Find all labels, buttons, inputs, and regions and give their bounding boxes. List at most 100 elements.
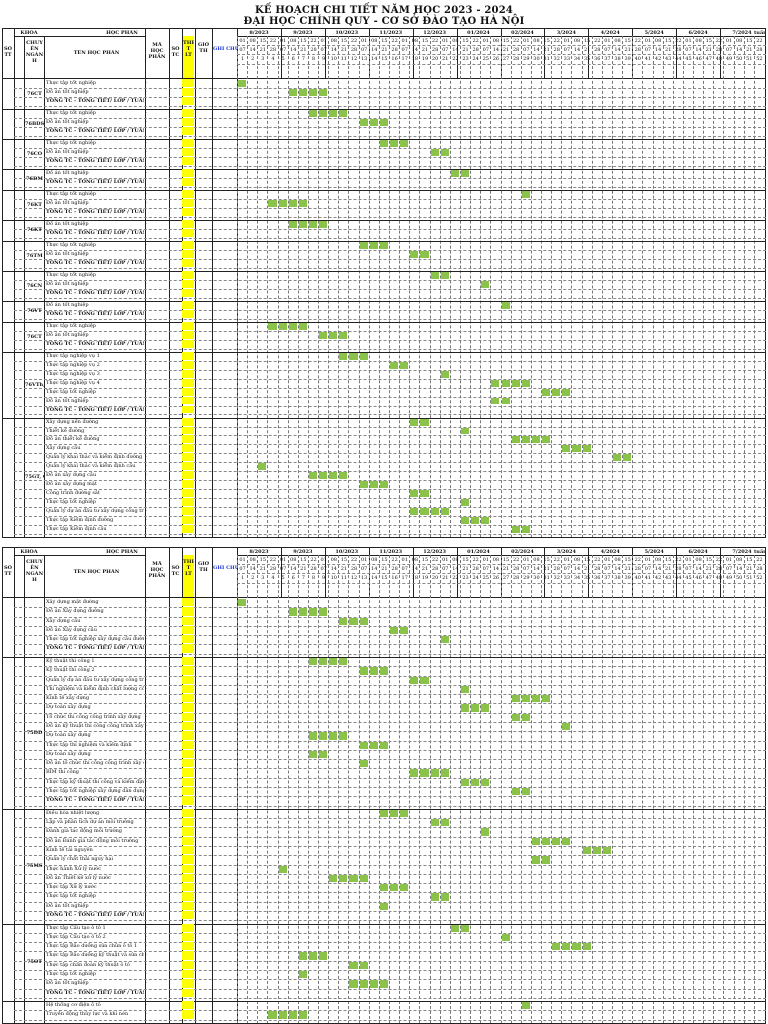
- week-end-day: 14: [330, 47, 337, 53]
- schedule-week-marker: [420, 250, 429, 258]
- row-divider: [14, 731, 766, 733]
- row-divider: [14, 970, 766, 972]
- header-week-line: [237, 564, 766, 565]
- week-end-day: 28: [675, 47, 682, 53]
- header-tuan: tuần: [754, 549, 765, 555]
- schedule-week-marker: [308, 750, 318, 759]
- schedule-week-marker: [308, 657, 318, 666]
- week-divider: [490, 555, 492, 1024]
- week-start-day: 15: [502, 38, 510, 44]
- lt-highlight: [182, 219, 194, 228]
- schedule-week-marker: [511, 695, 520, 703]
- course-code-mark: ·: [146, 88, 148, 95]
- header-so-tt: SỐ TT: [4, 565, 12, 577]
- week-number: 21: [442, 56, 449, 62]
- week-end-day: 07: [401, 566, 408, 572]
- week-divider: [287, 36, 289, 538]
- week-start-day: 01: [482, 557, 489, 563]
- week-start-day: 01: [239, 557, 246, 563]
- week-start-day: 22: [756, 557, 763, 563]
- lt-highlight: [182, 808, 194, 818]
- header-lt-highlight: [182, 36, 194, 78]
- lt-highlight: [182, 607, 194, 616]
- course-code-mark: ·: [146, 837, 148, 844]
- week-number: 32: [553, 56, 560, 62]
- row-divider: [14, 444, 766, 446]
- week-divider: [510, 36, 512, 538]
- lt-highlight: [182, 901, 194, 911]
- lt-highlight: [182, 883, 194, 892]
- course-code-mark: ·: [146, 525, 148, 532]
- table-border-right: [765, 28, 766, 538]
- header-week-line: [237, 54, 766, 55]
- lt-highlight: [182, 932, 194, 942]
- schedule-week-marker: [339, 874, 348, 883]
- week-start-day: 08: [695, 38, 702, 44]
- week-number: 12: [350, 575, 358, 581]
- week-start-day: 08: [573, 557, 581, 563]
- schedule-week-marker: [349, 961, 358, 970]
- course-name: Thực tập nghiệp vụ 4: [46, 379, 100, 386]
- month-divider: [456, 547, 458, 597]
- course-name: Xây dựng mặt đường: [46, 599, 99, 605]
- schedule-week-marker: [379, 241, 388, 249]
- schedule-week-marker: [430, 769, 439, 777]
- week-number: 52: [756, 575, 763, 581]
- schedule-week-marker: [440, 508, 449, 515]
- week-number: 30: [533, 56, 540, 62]
- week-number: 13: [360, 575, 368, 581]
- lt-highlight: [182, 177, 194, 186]
- week-start-day: 22: [513, 38, 520, 44]
- week-number: 35: [583, 575, 591, 581]
- week-divider: [459, 555, 461, 1024]
- course-code-mark: ·: [146, 704, 148, 711]
- row-divider: [14, 207, 766, 209]
- week-start-day: 15: [340, 557, 348, 563]
- lt-highlight: [182, 279, 194, 288]
- column-divider: [195, 28, 196, 538]
- week-start-day: 01: [604, 557, 611, 563]
- week-divider: [409, 555, 411, 1024]
- course-code-mark: ·: [146, 788, 148, 795]
- row-divider: [14, 712, 766, 714]
- week-number: 3: [261, 575, 265, 581]
- week-start-day: 15: [300, 557, 307, 563]
- week-divider: [753, 555, 755, 1024]
- course-name: Thực tập tốt nghiệp: [46, 139, 97, 146]
- schedule-week-marker: [319, 109, 328, 117]
- course-name: Đồ án tốt nghiệp: [46, 118, 89, 125]
- course-code-mark: ·: [146, 971, 148, 978]
- week-end-day: 14: [492, 566, 500, 572]
- lt-highlight: [182, 635, 194, 644]
- row-divider: [14, 309, 766, 311]
- row-divider: [14, 267, 766, 269]
- lt-highlight: [182, 108, 194, 117]
- schedule-week-marker: [440, 636, 449, 644]
- schedule-week-marker: [379, 809, 388, 818]
- week-divider: [703, 555, 705, 1024]
- group-code: 76VTh, 76VTr: [25, 381, 44, 388]
- week-divider: [399, 555, 401, 1024]
- week-number: 37: [604, 56, 611, 62]
- week-number: 38: [614, 575, 621, 581]
- schedule-week-marker: [400, 809, 409, 818]
- week-start-day: 15: [665, 557, 672, 563]
- column-divider: [212, 547, 213, 1024]
- week-number: 18: [411, 56, 419, 62]
- week-number: 26: [492, 56, 500, 62]
- course-code-mark: ·: [146, 893, 148, 900]
- schedule-week-marker: [339, 331, 348, 339]
- lt-highlight: [182, 923, 194, 932]
- month-label: 8/2023: [249, 549, 269, 555]
- week-divider: [510, 555, 512, 1024]
- schedule-week-marker: [339, 109, 348, 117]
- week-end-day: 14: [492, 47, 500, 53]
- lt-highlight: [182, 873, 194, 883]
- schedule-week-marker: [623, 454, 632, 462]
- lt-highlight: [182, 480, 194, 489]
- course-code-mark: ·: [146, 361, 148, 368]
- week-divider: [601, 555, 603, 1024]
- course-code-mark: ·: [146, 924, 148, 931]
- month-label: 6/2024: [688, 549, 708, 555]
- course-name: Thực tập tốt nghiệp: [46, 190, 97, 197]
